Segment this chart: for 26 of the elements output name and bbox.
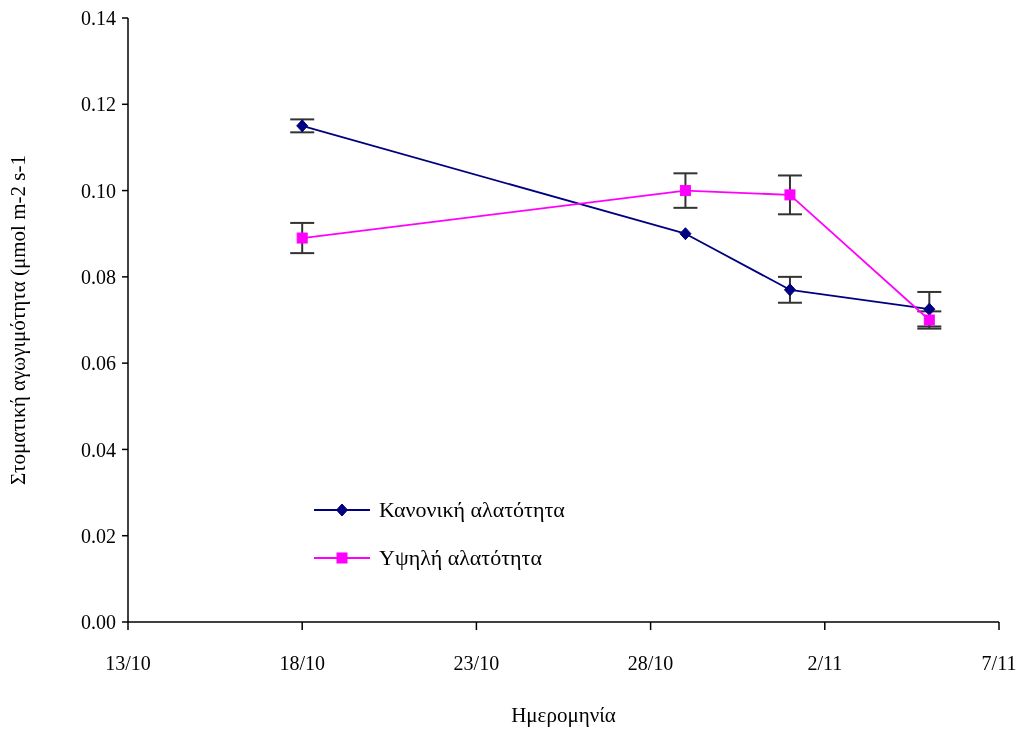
x-tick-label: 18/10 [279,652,325,675]
legend-label: Υψηλή αλατότητα [379,545,542,571]
point [679,227,692,241]
y-tick-label: 0.14 [81,7,116,30]
point [783,283,796,297]
y-tick-label: 0.08 [81,265,116,288]
point [679,185,691,197]
point [923,302,936,316]
point [784,189,796,201]
legend-label: Κανονική αλατότητα [379,497,565,523]
x-tick-label: 2/11 [807,652,843,675]
x-tick-label: 13/10 [105,652,151,675]
point [296,232,308,244]
point [296,119,309,133]
point [923,314,935,326]
x-tick-label: 7/11 [981,652,1017,675]
x-tick-label: 28/10 [627,652,674,675]
y-axis-title: Στοματική αγωγιμότητα (μmol m-2 s-1 [6,155,31,485]
y-tick-label: 0.00 [81,611,116,634]
y-tick-label: 0.10 [81,179,116,202]
y-tick-label: 0.04 [81,438,116,461]
x-axis-title: Ημερομηνία [511,703,616,727]
y-tick-label: 0.02 [81,524,116,547]
y-tick-label: 0.06 [81,352,116,375]
y-tick-label: 0.12 [81,93,116,116]
x-tick-label: 23/10 [453,652,500,675]
